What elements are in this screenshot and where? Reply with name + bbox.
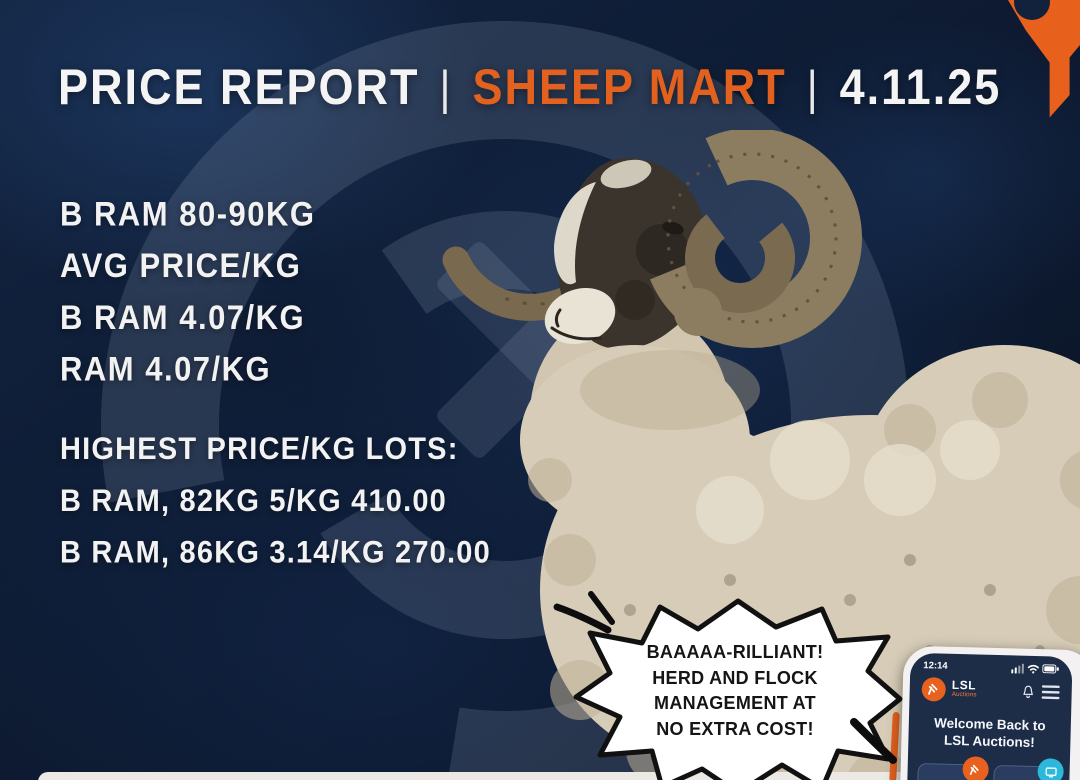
signal-icon bbox=[1011, 663, 1024, 674]
phone-brand: LSL bbox=[951, 677, 977, 693]
phone-welcome-message: Welcome Back to LSL Auctions! bbox=[908, 714, 1071, 752]
bottom-banner-edge bbox=[38, 772, 1080, 780]
speech-bubble-text: BAAAAA-RILLIANT! HERD AND FLOCK MANAGEME… bbox=[606, 640, 864, 742]
tile-online-auctions: Online Auctions bbox=[916, 756, 989, 780]
phone-brand-sub: Auctions bbox=[951, 690, 977, 699]
summary-line: B RAM 4.07/KG bbox=[60, 298, 306, 337]
highest-price-block: HIGHEST PRICE/KG LOTS: B RAM, 82KG 5/KG … bbox=[60, 424, 491, 579]
lsl-logo-icon bbox=[921, 677, 947, 702]
highest-price-heading: HIGHEST PRICE/KG LOTS: bbox=[60, 431, 459, 467]
phone-tiles: Online Auctions LSL TV & On-Demand bbox=[906, 756, 1070, 780]
welcome-line: LSL Auctions! bbox=[943, 732, 1035, 751]
highest-price-line: B RAM, 82KG 5/KG 410.00 bbox=[60, 483, 448, 519]
tile-lsl-tv-on-demand: LSL TV & On-Demand bbox=[991, 758, 1064, 780]
ribbon-logo-fragment bbox=[1014, 0, 1050, 20]
title-separator: | bbox=[439, 61, 453, 114]
tv-icon bbox=[1037, 758, 1064, 780]
highest-price-line: B RAM, 86KG 3.14/KG 270.00 bbox=[60, 535, 491, 571]
phone-screen: 12:14 bbox=[905, 652, 1073, 780]
bubble-line: HERD AND FLOCK bbox=[652, 667, 818, 688]
phone-status-bar: 12:14 bbox=[910, 653, 1072, 676]
gavel-icon bbox=[961, 756, 989, 780]
summary-line: B RAM 80-90KG bbox=[60, 194, 316, 234]
bubble-line: MANAGEMENT AT bbox=[654, 693, 816, 713]
phone-app-header: LSL Auctions bbox=[909, 672, 1072, 705]
price-summary-block: B RAM 80-90KG AVG PRICE/KG B RAM 4.07/KG… bbox=[60, 188, 316, 395]
title-price-report: PRICE REPORT bbox=[58, 58, 420, 116]
bell-icon bbox=[1023, 685, 1033, 699]
bubble-line: NO EXTRA COST! bbox=[656, 718, 814, 739]
page-title: PRICE REPORT | SHEEP MART | 4.11.25 bbox=[58, 58, 1001, 116]
bubble-line: BAAAAA-RILLIANT! bbox=[646, 642, 824, 662]
summary-line: RAM 4.07/KG bbox=[60, 349, 272, 389]
menu-icon bbox=[1041, 685, 1060, 700]
title-mart-name: SHEEP MART bbox=[472, 58, 787, 116]
wifi-icon bbox=[1027, 664, 1039, 673]
phone-mockup: 12:14 bbox=[898, 645, 1080, 780]
title-separator: | bbox=[806, 61, 820, 114]
battery-icon bbox=[1042, 664, 1059, 674]
phone-clock: 12:14 bbox=[923, 660, 948, 672]
summary-line: AVG PRICE/KG bbox=[60, 246, 302, 285]
title-date: 4.11.25 bbox=[839, 58, 1002, 116]
